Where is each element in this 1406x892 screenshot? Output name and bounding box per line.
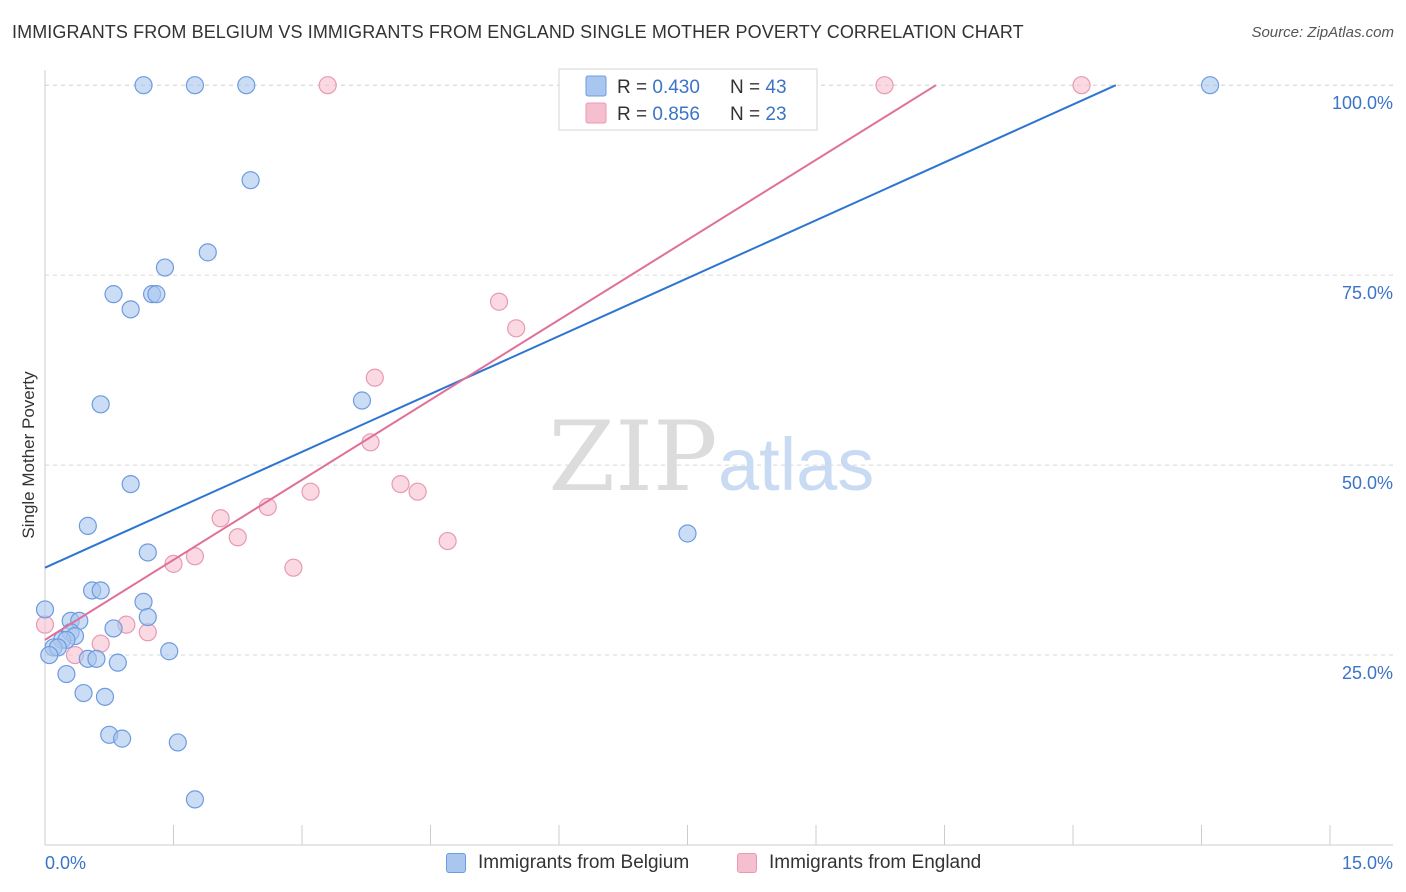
point-belgium[interactable] [185,790,205,809]
legend-swatch-belgium [446,853,466,873]
legend-swatch-england [585,102,607,124]
point-belgium[interactable] [112,729,132,748]
y-tick-label: 100.0% [1332,93,1393,113]
trend-lines [44,84,1117,641]
point-belgium[interactable] [198,243,217,262]
legend-swatch-england [737,853,757,873]
point-belgium[interactable] [1200,76,1220,95]
point-england[interactable] [301,482,320,501]
point-england[interactable] [91,634,110,653]
point-belgium[interactable] [104,285,123,304]
y-axis-label: Single Mother Poverty [19,371,38,539]
point-england[interactable] [438,531,457,551]
legend-r-value-england: 0.856 [652,104,700,125]
svg-text:R = 0.856: R = 0.856 [617,104,700,125]
point-belgium[interactable] [185,76,205,95]
point-england[interactable] [164,554,183,573]
legend-label-england: Immigrants from England [769,852,982,873]
legend-item-belgium[interactable]: Immigrants from Belgium [446,852,689,874]
data-points [35,76,1220,809]
point-belgium[interactable] [160,642,179,661]
legend-swatch-belgium [585,75,607,97]
point-belgium[interactable] [87,649,106,668]
point-belgium[interactable] [121,474,140,494]
legend-item-england[interactable]: Immigrants from England [737,852,981,874]
point-belgium[interactable] [352,391,372,410]
watermark: ZIP atlas [548,401,874,513]
watermark-zip: ZIP [548,401,717,513]
point-england[interactable] [211,509,230,528]
correlation-legend: R = 0.430 N = 43 R = 0.856 N = 23 [558,68,818,131]
point-belgium[interactable] [147,285,166,304]
axes: 25.0% 50.0% 75.0% 100.0% 0.0% 15.0% [44,70,1393,873]
point-belgium[interactable] [678,524,697,543]
point-england[interactable] [489,292,509,311]
point-belgium[interactable] [138,607,157,627]
point-belgium[interactable] [168,733,187,752]
point-england[interactable] [507,319,526,338]
source-label: Source: ZipAtlas.com [1251,24,1394,41]
point-belgium[interactable] [104,619,123,638]
point-belgium[interactable] [108,653,127,672]
point-belgium[interactable] [91,395,110,414]
point-england[interactable] [138,623,157,642]
svg-text:N = 23: N = 23 [730,104,787,125]
point-england[interactable] [875,76,894,95]
point-belgium[interactable] [40,645,59,665]
point-belgium[interactable] [241,171,260,190]
point-england[interactable] [365,368,384,387]
point-england[interactable] [284,558,303,577]
legend-n-label: N = [730,104,765,125]
svg-text:N = 43: N = 43 [730,77,787,98]
point-belgium[interactable] [134,76,153,95]
point-england[interactable] [391,474,410,494]
watermark-atlas: atlas [718,423,874,506]
point-england[interactable] [228,528,247,547]
legend-n-value-england: 23 [765,104,786,125]
point-belgium[interactable] [121,300,140,319]
y-tick-label: 25.0% [1342,663,1393,683]
point-belgium[interactable] [138,543,157,562]
legend-r-value-belgium: 0.430 [652,77,700,98]
y-tick-label: 50.0% [1342,473,1393,493]
legend-r-label: R = [617,77,652,98]
legend-label-belgium: Immigrants from Belgium [478,852,690,873]
point-belgium[interactable] [134,592,153,611]
legend-n-label: N = [730,77,765,98]
point-belgium[interactable] [95,687,115,706]
point-england[interactable] [318,76,337,95]
point-belgium[interactable] [155,258,175,277]
chart-title: IMMIGRANTS FROM BELGIUM VS IMMIGRANTS FR… [12,22,1024,42]
point-belgium[interactable] [237,76,256,95]
svg-text:R = 0.430: R = 0.430 [617,77,700,98]
point-england[interactable] [408,482,427,501]
point-england[interactable] [1072,76,1091,95]
x-tick-label-min: 0.0% [45,853,86,873]
point-belgium[interactable] [74,683,93,703]
gridlines [45,84,1393,656]
legend-r-label: R = [617,104,652,125]
point-belgium[interactable] [57,664,76,684]
x-tick-label-max: 15.0% [1342,853,1393,873]
y-tick-label: 75.0% [1342,283,1393,303]
trend-line-england [44,84,937,641]
point-belgium[interactable] [35,600,55,619]
point-belgium[interactable] [78,516,97,535]
point-belgium[interactable] [91,581,110,600]
point-england[interactable] [185,547,205,566]
legend-n-value-belgium: 43 [765,77,786,98]
trend-line-belgium [44,84,1117,569]
point-england[interactable] [35,615,55,634]
series-legend: Immigrants from Belgium Immigrants from … [0,852,1406,878]
